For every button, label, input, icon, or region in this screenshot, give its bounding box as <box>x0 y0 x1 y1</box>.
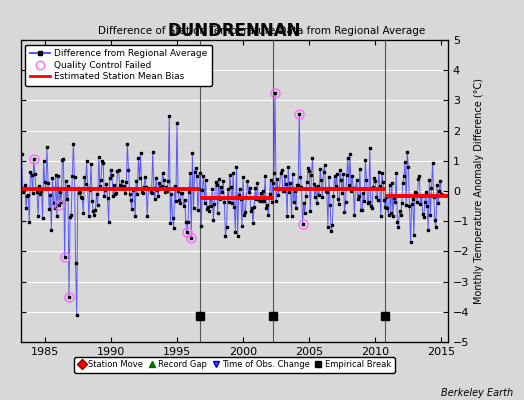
Text: Difference of Station Temperature Data from Regional Average: Difference of Station Temperature Data f… <box>99 26 425 36</box>
Y-axis label: Monthly Temperature Anomaly Difference (°C): Monthly Temperature Anomaly Difference (… <box>474 78 484 304</box>
Legend: Station Move, Record Gap, Time of Obs. Change, Empirical Break: Station Move, Record Gap, Time of Obs. C… <box>74 357 395 372</box>
Text: Berkeley Earth: Berkeley Earth <box>441 388 514 398</box>
Title: DUNDRENNAN: DUNDRENNAN <box>168 22 301 40</box>
